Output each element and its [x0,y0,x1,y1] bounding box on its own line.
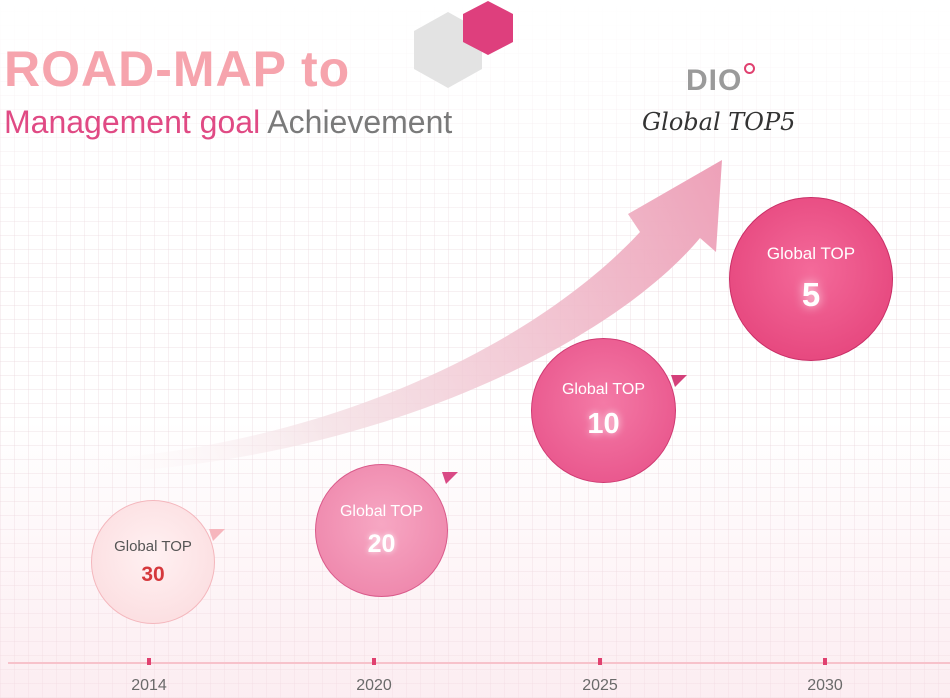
logo-dot-icon [744,63,755,74]
roadmap-title: ROAD-MAP to [4,41,351,97]
subtitle-part-achievement: Achievement [267,104,453,140]
hexagon-pink-icon [463,1,513,55]
dio-logo: DIO [686,64,743,97]
timeline-tick [147,658,151,665]
timeline-axis [8,662,950,664]
timeline-tick [372,658,376,665]
milestone-label: Global TOP [766,244,856,263]
timeline-tick [598,658,602,665]
milestone-2025-circle: Global TOP 10 [531,338,676,483]
milestone-label: Global TOP [114,538,192,555]
flag-icon [671,375,687,387]
year-label-2020: 2020 [356,677,392,694]
milestone-2020-circle: Global TOP 20 [315,464,448,597]
timeline-tick [823,658,827,665]
year-label-2014: 2014 [131,677,167,694]
year-label-2030: 2030 [807,677,843,694]
goal-text: Global TOP5 [642,108,796,136]
year-label-2025: 2025 [582,677,618,694]
flag-icon [209,529,225,541]
flag-icon [442,472,458,484]
milestone-rank: 10 [587,408,620,440]
milestone-label: Global TOP [561,381,645,398]
milestone-rank: 30 [141,563,165,586]
milestone-label: Global TOP [339,503,423,520]
milestone-2014-circle: Global TOP 30 [91,500,215,624]
subtitle-part-management: Management goal [4,104,261,140]
milestone-2030-circle: Global TOP 5 [729,197,893,361]
roadmap-subtitle: Management goal Achievement [4,104,452,141]
milestone-rank: 20 [367,530,396,558]
milestone-rank: 5 [801,276,821,313]
